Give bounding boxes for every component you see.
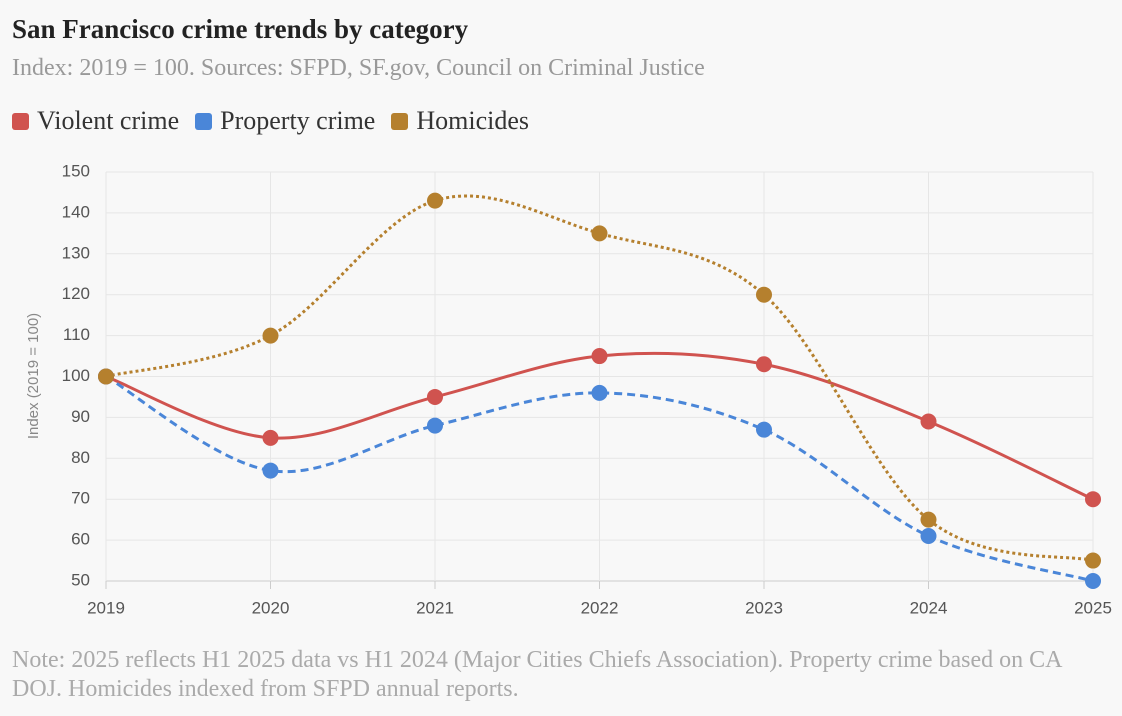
- chart-note: Note: 2025 reflects H1 2025 data vs H1 2…: [12, 647, 1062, 702]
- legend-item: Violent crime: [12, 106, 179, 136]
- data-point: [1085, 573, 1101, 589]
- x-tick-label: 2023: [745, 598, 783, 617]
- y-tick-label: 100: [62, 366, 90, 385]
- y-tick-label: 80: [71, 448, 90, 467]
- y-tick-label: 90: [71, 407, 90, 426]
- x-tick-label: 2021: [416, 598, 454, 617]
- legend-item: Property crime: [195, 106, 375, 136]
- data-point: [262, 429, 279, 446]
- y-tick-label: 130: [62, 243, 90, 262]
- legend-label: Property crime: [220, 106, 376, 135]
- data-point: [1085, 552, 1101, 569]
- y-tick-label: 150: [62, 161, 90, 180]
- chart-title: San Francisco crime trends by category: [12, 14, 469, 44]
- chart: Index (2019 = 100) 50 60 70 80 90 100 110 120 13…: [25, 161, 1112, 617]
- data-point: [1085, 491, 1101, 508]
- legend-label: Homicides: [416, 106, 530, 135]
- data-point: [920, 528, 937, 545]
- chart-subtitle: Index: 2019 = 100. Sources: SFPD, SF.gov…: [12, 55, 705, 81]
- data-point: [427, 417, 443, 434]
- data-point: [591, 348, 608, 365]
- data-point: [591, 384, 608, 401]
- y-tick-label: 110: [63, 325, 90, 344]
- legend-item: Homicides: [391, 106, 529, 136]
- y-tick-label: 60: [71, 530, 90, 549]
- legend-swatch: [12, 112, 29, 130]
- data-point: [262, 462, 279, 479]
- data-point: [920, 413, 937, 430]
- x-tick-label: 2025: [1074, 598, 1112, 617]
- data-point: [427, 192, 443, 209]
- legend-label: Violent crime: [37, 106, 180, 135]
- x-tick-label: 2020: [252, 598, 290, 617]
- y-tick-label: 50: [71, 570, 90, 589]
- data-point: [427, 388, 443, 405]
- x-tick-label: 2022: [581, 598, 619, 617]
- data-point: [756, 421, 772, 438]
- legend: Violent crime Property crime Homicides: [12, 106, 529, 136]
- data-point: [98, 368, 114, 385]
- y-tick-label: 140: [62, 202, 90, 221]
- legend-swatch: [195, 112, 213, 130]
- data-point: [756, 356, 772, 373]
- data-point: [591, 225, 608, 242]
- legend-swatch: [391, 112, 409, 130]
- data-point: [756, 286, 772, 303]
- y-tick-label: 120: [62, 284, 90, 303]
- x-tick-label: 2019: [87, 598, 125, 617]
- data-point: [262, 327, 279, 344]
- y-axis-label: Index (2019 = 100): [25, 313, 42, 439]
- y-tick-label: 70: [71, 489, 90, 508]
- x-tick-label: 2024: [910, 598, 948, 617]
- data-point: [920, 511, 937, 528]
